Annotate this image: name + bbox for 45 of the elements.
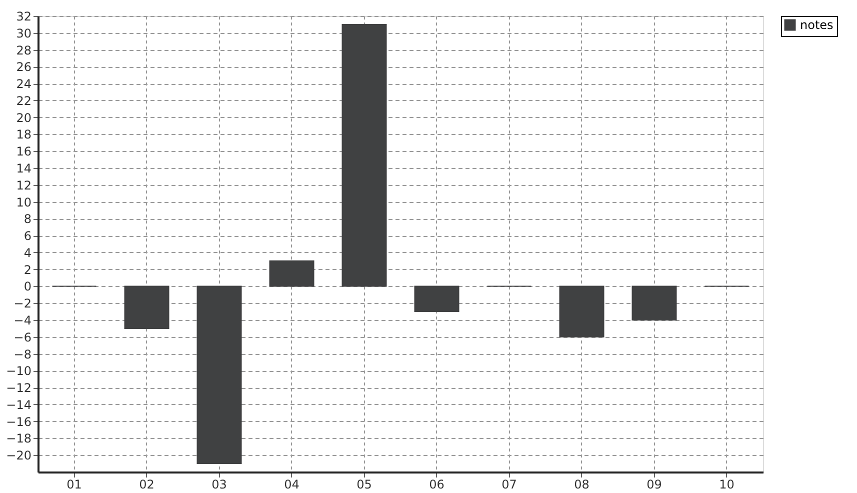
y-tick-label: −20 [6,448,32,463]
y-tick-label: 0 [24,280,32,294]
bar [196,286,242,464]
bar [124,286,170,329]
bar [342,24,387,287]
y-tick-label: 12 [16,178,32,192]
x-tick-label: 10 [719,478,734,492]
y-tick-label: 6 [24,229,32,244]
y-tick-label: 22 [16,94,32,108]
x-tick-label: 03 [212,478,227,492]
x-tick-label: 06 [429,478,444,492]
x-tick-label: 05 [356,478,372,492]
y-tick-label: 4 [24,246,32,260]
x-tick-label: 02 [139,478,154,492]
bar [414,286,460,312]
y-tick-label: 24 [16,77,32,92]
bar [632,286,677,320]
x-tick-label: 04 [284,478,300,492]
y-tick-label: 18 [16,128,32,142]
bar [559,286,604,338]
x-tick-label: 08 [574,478,590,492]
y-tick-label: 26 [16,60,32,74]
y-tick-label: 30 [16,26,32,40]
y-tick-label: −18 [6,432,32,446]
y-tick-label: 28 [16,43,32,58]
bar [269,260,314,287]
y-tick-label: 16 [16,144,32,159]
y-tick-label: −10 [6,364,32,378]
y-tick-label: 14 [16,162,32,176]
y-tick-label: −16 [6,414,32,429]
y-tick-label: −2 [14,296,32,311]
y-tick-label: −12 [6,381,32,396]
y-tick-label: 20 [16,110,32,125]
y-tick-label: 10 [16,195,32,210]
x-tick-label: 07 [502,478,517,492]
y-tick-label: 8 [24,212,32,226]
y-tick-label: −6 [14,330,32,344]
y-tick-label: −14 [6,398,32,412]
y-tick-label: −4 [14,314,32,328]
y-tick-label: −8 [14,347,32,362]
x-tick-label: 01 [66,478,82,492]
y-tick-label: 2 [24,262,32,277]
legend-label: notes [800,18,834,32]
y-tick-label: 32 [16,10,32,24]
x-tick-label: 09 [646,478,662,492]
